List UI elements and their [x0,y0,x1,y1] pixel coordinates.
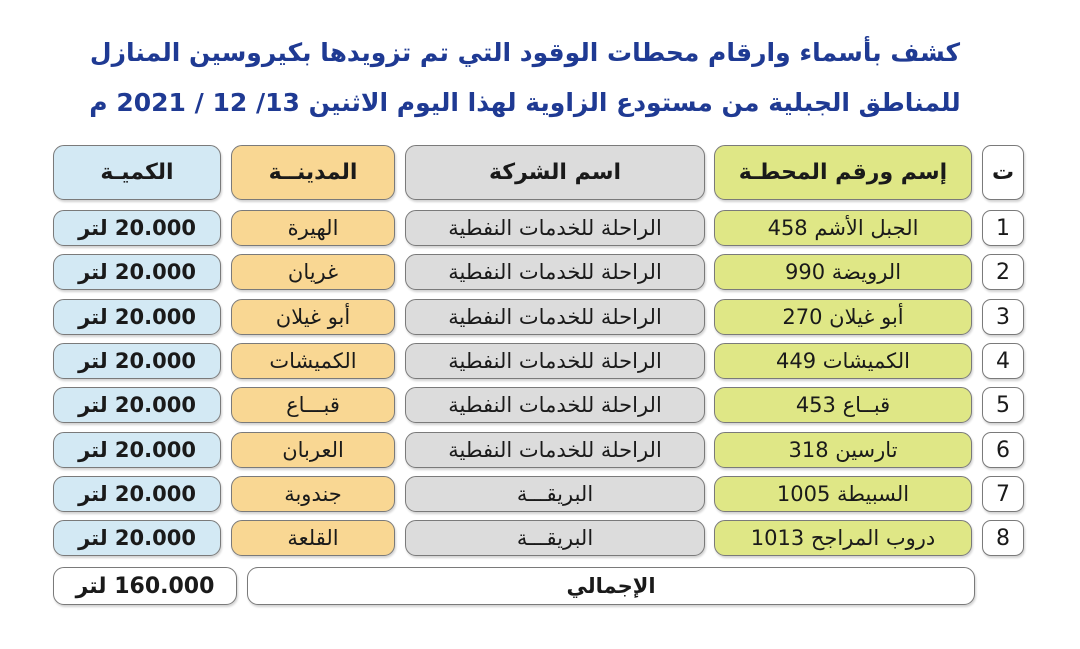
row-city: العربان [231,432,395,468]
row-company: الراحلة للخدمات النفطية [405,432,705,468]
row-city: الهيرة [231,210,395,246]
row-station: الجبل الأشم 458 [714,210,972,246]
row-company: الراحلة للخدمات النفطية [405,299,705,335]
row-station: قبــاع 453 [714,387,972,423]
header-city: المدينــة [231,145,395,200]
header-company: اسم الشركة [405,145,705,200]
row-index: 2 [982,254,1024,290]
header-index: ت [982,145,1024,200]
row-city: جندوبة [231,476,395,512]
row-index: 8 [982,520,1024,556]
row-city: غريان [231,254,395,290]
row-station: أبو غيلان 270 [714,299,972,335]
row-city: أبو غيلان [231,299,395,335]
row-index: 4 [982,343,1024,379]
row-quantity: 20.000 لتر [53,476,221,512]
document-title-line-1: كشف بأسماء وارقام محطات الوقود التي تم ت… [89,38,961,67]
row-company: الراحلة للخدمات النفطية [405,210,705,246]
row-index: 1 [982,210,1024,246]
row-company: الراحلة للخدمات النفطية [405,343,705,379]
row-company: الراحلة للخدمات النفطية [405,254,705,290]
row-quantity: 20.000 لتر [53,299,221,335]
row-index: 7 [982,476,1024,512]
row-company: البريقـــة [405,476,705,512]
header-quantity: الكميـة [53,145,221,200]
row-station: تارسين 318 [714,432,972,468]
row-index: 5 [982,387,1024,423]
row-city: قبـــاع [231,387,395,423]
row-index: 6 [982,432,1024,468]
row-company: البريقـــة [405,520,705,556]
row-station: دروب المراجح 1013 [714,520,972,556]
row-station: الكميشات 449 [714,343,972,379]
document-title-line-2: للمناطق الجبلية من مستودع الزاوية لهذا ا… [89,88,961,117]
row-station: السبيطة 1005 [714,476,972,512]
row-city: القلعة [231,520,395,556]
row-quantity: 20.000 لتر [53,343,221,379]
total-value: 160.000 لتر [53,567,237,605]
row-company: الراحلة للخدمات النفطية [405,387,705,423]
row-city: الكميشات [231,343,395,379]
row-quantity: 20.000 لتر [53,387,221,423]
row-quantity: 20.000 لتر [53,432,221,468]
row-quantity: 20.000 لتر [53,210,221,246]
row-quantity: 20.000 لتر [53,254,221,290]
total-label: الإجمالي [247,567,975,605]
row-quantity: 20.000 لتر [53,520,221,556]
row-index: 3 [982,299,1024,335]
row-station: الرويضة 990 [714,254,972,290]
header-station: إسم ورقم المحطـة [714,145,972,200]
